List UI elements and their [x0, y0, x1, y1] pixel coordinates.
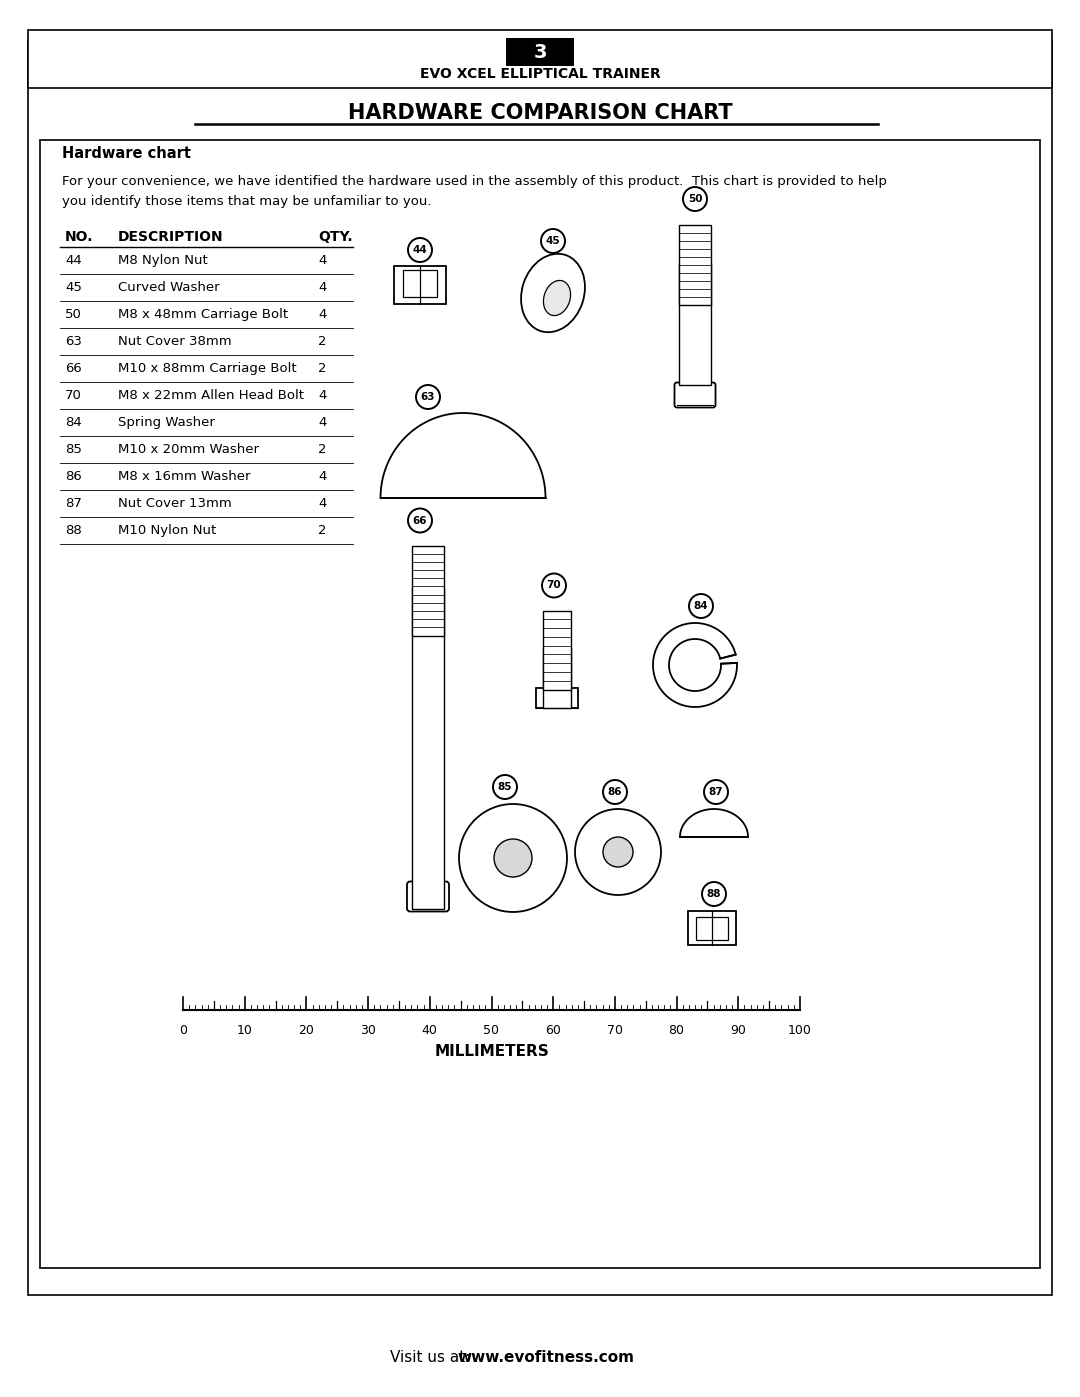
Bar	[536, 687, 578, 707]
Text: NO.: NO.	[65, 231, 94, 244]
Polygon shape	[380, 414, 545, 497]
Text: 44: 44	[413, 244, 428, 256]
Text: 44: 44	[65, 254, 82, 267]
Bar	[679, 225, 711, 305]
Bar	[679, 263, 711, 386]
Polygon shape	[680, 809, 748, 837]
Bar	[696, 916, 728, 940]
Text: 0: 0	[179, 1024, 187, 1037]
Text: 2: 2	[318, 524, 326, 536]
Text: 4: 4	[318, 416, 326, 429]
Bar	[28, 41, 1052, 1295]
Text: 10: 10	[237, 1024, 253, 1037]
Text: EVO XCEL ELLIPTICAL TRAINER: EVO XCEL ELLIPTICAL TRAINER	[420, 67, 660, 81]
Polygon shape	[653, 623, 737, 707]
Text: 70: 70	[65, 388, 82, 402]
Text: Visit us at:: Visit us at:	[390, 1351, 475, 1365]
Text: Nut Cover 13mm: Nut Cover 13mm	[118, 497, 232, 510]
Text: 90: 90	[730, 1024, 746, 1037]
FancyBboxPatch shape	[675, 383, 715, 408]
Bar	[28, 29, 1052, 88]
Text: 4: 4	[318, 281, 326, 293]
Bar	[688, 911, 735, 944]
Bar	[543, 647, 571, 707]
Circle shape	[575, 809, 661, 895]
Text: 40: 40	[422, 1024, 437, 1037]
Text: www.evofitness.com: www.evofitness.com	[457, 1351, 634, 1365]
Text: M8 x 48mm Carriage Bolt: M8 x 48mm Carriage Bolt	[118, 307, 288, 321]
Bar	[40, 140, 1040, 1268]
Text: :: :	[170, 145, 175, 161]
Bar	[543, 610, 571, 690]
Text: 50: 50	[688, 194, 702, 204]
Text: 30: 30	[360, 1024, 376, 1037]
Circle shape	[459, 805, 567, 912]
Text: 2: 2	[318, 335, 326, 348]
Text: 2: 2	[318, 443, 326, 455]
Text: M10 Nylon Nut: M10 Nylon Nut	[118, 524, 216, 536]
Text: M8 x 16mm Washer: M8 x 16mm Washer	[118, 469, 251, 483]
Text: 50: 50	[65, 307, 82, 321]
Text: Curved Washer: Curved Washer	[118, 281, 219, 293]
Text: 3: 3	[534, 42, 546, 61]
Bar	[394, 265, 446, 305]
Text: 45: 45	[65, 281, 82, 293]
Text: 84: 84	[65, 416, 82, 429]
Text: 60: 60	[545, 1024, 562, 1037]
Text: Nut Cover 38mm: Nut Cover 38mm	[118, 335, 231, 348]
Circle shape	[494, 840, 532, 877]
Text: 4: 4	[318, 388, 326, 402]
Text: Spring Washer: Spring Washer	[118, 416, 215, 429]
Text: 85: 85	[65, 443, 82, 455]
Bar	[403, 270, 437, 298]
Text: 50: 50	[484, 1024, 499, 1037]
Text: 88: 88	[65, 524, 82, 536]
Text: 84: 84	[693, 601, 708, 610]
Text: 4: 4	[318, 497, 326, 510]
Text: QTY.: QTY.	[318, 231, 353, 244]
Text: you identify those items that may be unfamiliar to you.: you identify those items that may be unf…	[62, 196, 432, 208]
Text: 70: 70	[607, 1024, 623, 1037]
Text: 70: 70	[546, 581, 562, 591]
Text: 66: 66	[65, 362, 82, 374]
Text: 87: 87	[65, 497, 82, 510]
Text: 4: 4	[318, 307, 326, 321]
Circle shape	[603, 837, 633, 868]
Text: 85: 85	[498, 782, 512, 792]
Text: 63: 63	[421, 393, 435, 402]
Text: 86: 86	[65, 469, 82, 483]
Text: For your convenience, we have identified the hardware used in the assembly of th: For your convenience, we have identified…	[62, 175, 887, 189]
Text: M10 x 88mm Carriage Bolt: M10 x 88mm Carriage Bolt	[118, 362, 297, 374]
Bar	[411, 588, 444, 908]
Text: M8 x 22mm Allen Head Bolt: M8 x 22mm Allen Head Bolt	[118, 388, 303, 402]
Ellipse shape	[543, 281, 570, 316]
Text: 66: 66	[413, 515, 428, 525]
Text: M8 Nylon Nut: M8 Nylon Nut	[118, 254, 207, 267]
Ellipse shape	[521, 254, 585, 332]
Text: HARDWARE COMPARISON CHART: HARDWARE COMPARISON CHART	[348, 103, 732, 123]
Text: MILLIMETERS: MILLIMETERS	[434, 1045, 550, 1059]
Text: 45: 45	[545, 236, 561, 246]
FancyBboxPatch shape	[407, 882, 449, 911]
Text: 80: 80	[669, 1024, 685, 1037]
Text: 63: 63	[65, 335, 82, 348]
Text: 4: 4	[318, 469, 326, 483]
Text: 87: 87	[708, 787, 724, 798]
Text: 88: 88	[706, 888, 721, 900]
Text: 20: 20	[298, 1024, 314, 1037]
Text: DESCRIPTION: DESCRIPTION	[118, 231, 224, 244]
Bar	[411, 545, 444, 636]
Text: Hardware chart: Hardware chart	[62, 145, 191, 161]
Text: 86: 86	[608, 787, 622, 798]
Text: M10 x 20mm Washer: M10 x 20mm Washer	[118, 443, 259, 455]
Text: 2: 2	[318, 362, 326, 374]
Text: 100: 100	[788, 1024, 812, 1037]
Text: 4: 4	[318, 254, 326, 267]
Bar	[507, 38, 573, 66]
